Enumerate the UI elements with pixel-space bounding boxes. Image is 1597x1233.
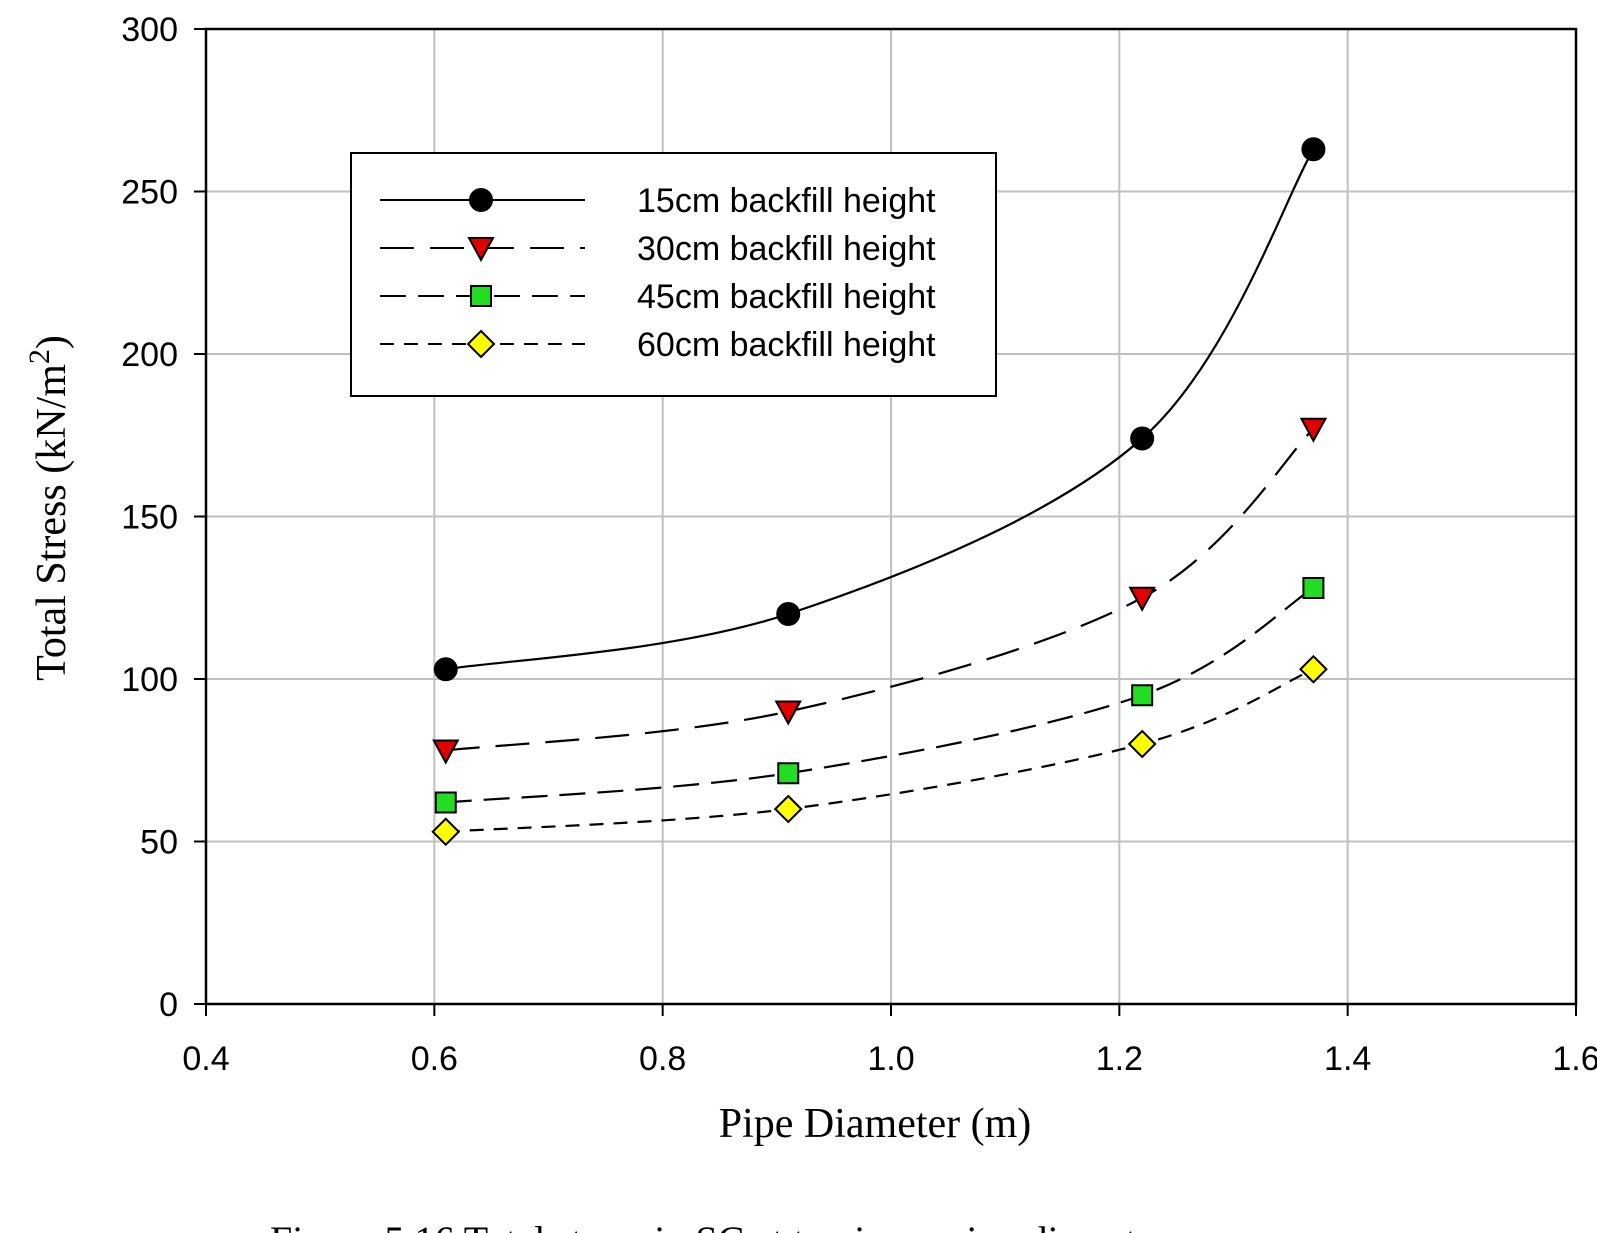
series-line-4	[445, 668, 1314, 833]
legend-box	[350, 152, 997, 397]
legend-label-3: 45cm backfill height	[637, 278, 936, 316]
x-axis-title: Pipe Diameter (m)	[719, 1101, 1032, 1147]
y-tick-label: 250	[121, 174, 178, 212]
x-tick-label: 0.4	[182, 1040, 229, 1078]
series-line-3	[445, 587, 1315, 804]
data-point-series-2	[774, 700, 802, 726]
data-point-series-1	[776, 602, 801, 626]
x-tick-label: 1.0	[867, 1040, 914, 1078]
legend-label-1: 15cm backfill height	[637, 182, 936, 220]
x-tick-labels: 0.4 0.6 0.8 1.0 1.2 1.4 1.6	[182, 1040, 1597, 1078]
legend-marker-4	[466, 329, 496, 359]
data-point-series-2	[1128, 586, 1156, 612]
series-line-1	[445, 148, 1315, 671]
data-point-series-4	[431, 817, 461, 847]
y-axis-title-sup: 2	[23, 349, 56, 364]
y-axis-title-close: )	[29, 335, 75, 349]
data-point-series-4	[1127, 729, 1157, 759]
x-tick-label: 0.6	[411, 1040, 458, 1078]
figure-caption: Figure 5.16 Total stress in SC at top in…	[270, 1218, 1167, 1233]
legend-label-4: 60cm backfill height	[637, 326, 936, 364]
y-tick-label: 300	[121, 11, 178, 49]
data-point-series-2	[1299, 417, 1328, 443]
x-tick-label: 0.8	[639, 1040, 686, 1078]
data-point-series-3	[777, 762, 800, 785]
data-point-series-1	[1301, 137, 1326, 162]
y-tick-label: 0	[159, 986, 178, 1024]
y-tick-label: 50	[140, 824, 178, 862]
legend: 15cm backfill height 30cm backfill height…	[350, 152, 997, 397]
y-tick-label: 100	[121, 661, 178, 699]
legend-marker-1	[469, 188, 493, 212]
data-point-series-2	[432, 739, 460, 765]
data-point-series-3	[1302, 577, 1325, 599]
data-point-series-3	[1131, 684, 1154, 707]
data-point-series-3	[434, 791, 457, 814]
legend-marker-3	[470, 285, 492, 307]
series-markers	[431, 137, 1328, 847]
data-point-series-4	[773, 794, 803, 824]
x-tick-label: 1.4	[1324, 1040, 1371, 1078]
data-point-series-1	[1130, 426, 1155, 451]
axis-ticks	[194, 28, 1577, 1016]
legend-label-2: 30cm backfill height	[637, 230, 936, 268]
data-point-series-4	[1299, 654, 1328, 684]
series-curves	[445, 148, 1315, 833]
y-tick-labels: 0 50 100 150 200 250 300	[121, 11, 178, 1024]
x-tick-label: 1.6	[1552, 1040, 1597, 1078]
y-tick-label: 200	[121, 336, 178, 374]
y-axis-title: Total Stress (kN/m2)	[23, 335, 75, 681]
legend-marker-2	[467, 237, 495, 263]
data-point-series-1	[433, 657, 458, 682]
y-axis-title-main: Total Stress (kN/m	[29, 364, 75, 681]
y-tick-label: 150	[121, 499, 178, 537]
series-line-2	[445, 427, 1315, 752]
x-tick-label: 1.2	[1096, 1040, 1143, 1078]
